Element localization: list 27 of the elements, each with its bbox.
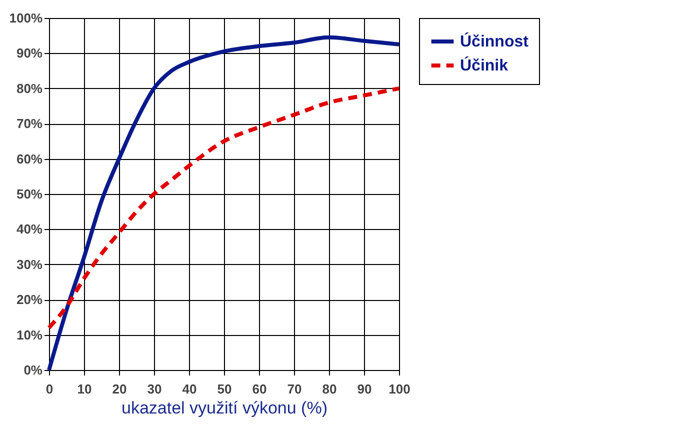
- x-tick-label: 80: [322, 382, 337, 396]
- x-tick-label: 70: [287, 382, 302, 396]
- x-tick-label: 100: [388, 382, 410, 396]
- y-tick-label: 100%: [9, 10, 43, 26]
- x-tick-label: 30: [147, 382, 162, 396]
- y-tick-label: 10%: [16, 327, 43, 342]
- y-tick-label: 30%: [16, 256, 43, 272]
- x-tick-label: 10: [77, 382, 92, 396]
- y-tick-label: 0%: [24, 362, 43, 378]
- x-tick-label: 60: [252, 382, 267, 396]
- x-tick-label: 0: [46, 382, 54, 396]
- y-tick-label: 50%: [16, 186, 43, 202]
- y-tick-label: 90%: [16, 46, 43, 61]
- y-tick-label: 80%: [16, 80, 43, 96]
- x-tick-label: 50: [217, 382, 232, 396]
- y-tick-label: 70%: [16, 116, 43, 132]
- y-tick-label: 40%: [16, 222, 43, 237]
- x-tick-label: 20: [112, 382, 127, 396]
- legend-label: Účinnost: [460, 32, 530, 50]
- y-tick-label: 60%: [16, 151, 43, 166]
- line-series: [47, 35, 401, 372]
- x-tick-label: 40: [182, 382, 197, 396]
- x-axis-title: ukazatel využití výkonu (%): [122, 398, 328, 418]
- x-tick-label: 90: [357, 382, 372, 396]
- line-series: [47, 86, 401, 330]
- y-tick-label: 20%: [16, 292, 43, 308]
- legend-label: Účinik: [460, 56, 508, 74]
